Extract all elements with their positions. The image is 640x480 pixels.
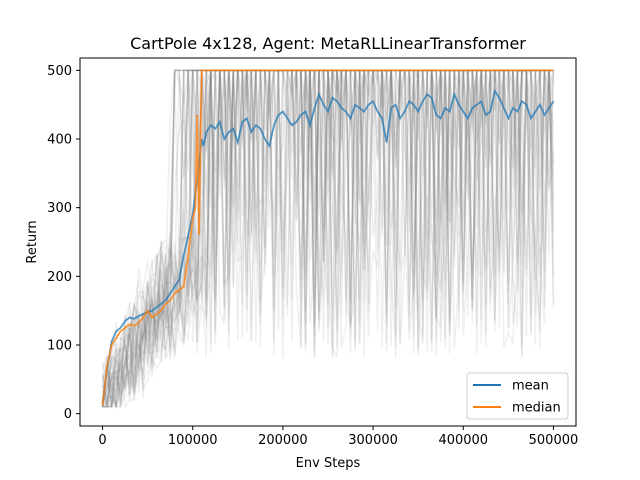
x-tick-label: 200000 bbox=[258, 433, 308, 448]
y-tick-label: 500 bbox=[47, 64, 72, 79]
x-axis-label: Env Steps bbox=[296, 456, 361, 471]
x-tick-label: 300000 bbox=[348, 433, 398, 448]
legend-label-median: median bbox=[512, 401, 561, 416]
y-tick-label: 0 bbox=[64, 407, 72, 422]
y-tick-label: 100 bbox=[47, 338, 72, 353]
y-axis: 0 100 200 300 400 500 bbox=[47, 64, 80, 422]
run-line bbox=[101, 69, 554, 408]
plot-frame bbox=[79, 57, 577, 427]
y-tick-label: 300 bbox=[47, 201, 72, 216]
x-tick-label: 500000 bbox=[529, 433, 579, 448]
run-line bbox=[101, 69, 554, 410]
legend: mean median bbox=[466, 372, 569, 420]
y-axis-label: Return bbox=[25, 220, 40, 263]
run-line bbox=[101, 69, 555, 407]
x-axis: 0 100000 200000 300000 400000 500000 bbox=[98, 426, 578, 448]
y-tick-label: 400 bbox=[47, 133, 72, 148]
series-lines bbox=[101, 69, 555, 406]
chart-title: CartPole 4x128, Agent: MetaRLLinearTrans… bbox=[130, 34, 526, 53]
x-tick-label: 0 bbox=[98, 433, 106, 448]
median-line bbox=[101, 69, 554, 406]
legend-label-mean: mean bbox=[512, 379, 549, 394]
run-line bbox=[101, 69, 554, 408]
run-line bbox=[102, 69, 555, 408]
y-tick-label: 200 bbox=[47, 270, 72, 285]
x-tick-label: 400000 bbox=[438, 433, 488, 448]
mean-line bbox=[101, 88, 555, 404]
x-tick-label: 100000 bbox=[168, 433, 218, 448]
